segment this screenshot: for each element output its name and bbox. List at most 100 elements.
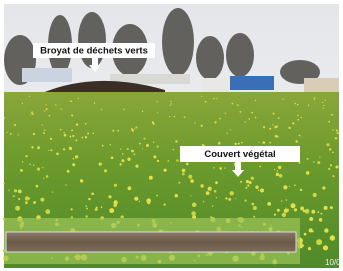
flower [238,143,240,145]
flower [71,114,73,116]
flower [246,180,249,183]
flower [60,108,61,109]
flower [214,121,216,123]
flower [142,148,143,149]
flower [49,115,51,117]
flower [18,198,20,200]
flower [201,96,202,97]
flower [42,124,43,125]
flower [278,117,280,119]
flower [188,175,192,179]
flower [45,104,46,105]
flower [305,209,310,214]
flower [64,134,67,137]
flower [173,149,174,150]
flower [330,164,332,166]
flower [190,179,194,183]
flower [96,207,98,209]
flower [322,102,323,103]
flower [85,215,87,217]
flower [76,139,78,141]
flower [182,173,185,176]
flower [203,201,204,202]
flower [70,100,71,101]
flower [40,198,44,202]
flower [282,213,286,217]
flower [10,133,12,135]
flower [314,99,315,100]
flower [20,169,23,172]
label-text: Broyat de déchets verts [40,46,148,57]
flower [157,101,158,102]
flower [245,200,247,202]
flower [69,147,72,150]
flower [122,153,124,155]
flower [50,149,52,151]
flower [63,148,65,150]
photo-canvas: Broyat de déchets verts Couvert végétal … [0,0,343,271]
flower [65,184,67,186]
flower [88,198,90,200]
flower [322,186,325,189]
flower [251,112,253,114]
flower [43,132,45,134]
flower [99,163,102,166]
flower [328,121,330,123]
flower [28,197,30,199]
flower [135,127,137,129]
flower [297,115,298,116]
flower [30,114,31,115]
flower [71,208,73,210]
flower [31,111,33,113]
flower [22,103,23,104]
flower [263,126,265,128]
flower [33,201,36,204]
flower [323,108,324,109]
flower [324,228,328,232]
flower [178,182,180,184]
flower [300,189,302,191]
flower [213,167,215,169]
flower [259,166,261,168]
flower [112,130,114,132]
flower [72,163,75,166]
flower [307,158,309,160]
flower [314,97,315,98]
flower [131,128,133,130]
flower [67,170,70,173]
flower [29,96,30,97]
flower [134,197,138,201]
timestamp: 10/0 [325,258,341,267]
flower [87,133,89,135]
flower [317,211,319,213]
flower [164,203,166,205]
flower [281,200,283,202]
flower [37,168,40,171]
flower [205,101,207,103]
flower [149,176,153,180]
flower [169,105,170,106]
flower [86,208,88,210]
flower [260,189,264,193]
flower [297,104,298,105]
flower [323,105,324,106]
flower [104,169,107,172]
flower [139,143,141,145]
flower [219,118,221,120]
flower [184,116,186,118]
flower [299,135,301,137]
flower [277,209,280,212]
flower [234,143,236,145]
flower [306,171,310,175]
flower [195,122,196,123]
flower [117,130,119,132]
flower [110,144,111,145]
flower [109,208,114,213]
flower [336,130,338,132]
flower [85,123,87,125]
flower [76,124,78,126]
flower [325,100,326,101]
flower [244,121,245,122]
flower [228,198,231,201]
flower [121,159,124,162]
